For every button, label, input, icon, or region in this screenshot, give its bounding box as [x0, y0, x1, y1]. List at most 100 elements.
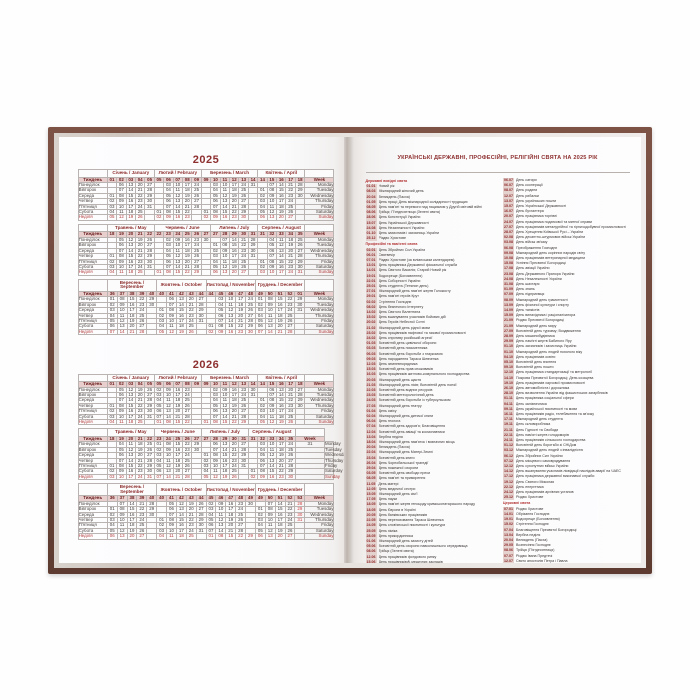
- holiday-name: Благовіщення Пресвятої Богородиці: [515, 527, 577, 532]
- holiday-name: День машинобудівника: [515, 333, 555, 338]
- corner-cell: [77, 169, 108, 178]
- day-cell: 08: [215, 533, 227, 540]
- day-cell: 26: [285, 418, 296, 426]
- day-cell: 20: [126, 533, 138, 540]
- holiday-entry: 27.09 Всесвітній день туризму; Воздвиженн…: [502, 328, 632, 334]
- holiday-date: 25.05: [365, 528, 377, 534]
- day-cell: 13: [264, 533, 276, 540]
- weekday-label-ua: Неділя: [77, 473, 108, 481]
- day-cell: 31: [294, 269, 306, 276]
- holiday-name: День слов'янської писемності і культури: [378, 523, 446, 528]
- holiday-entry: 13.09 День фізичної культури і спорту: [502, 302, 632, 308]
- weekday-label-en: Sunday: [323, 473, 340, 481]
- holiday-name: День науки: [378, 497, 398, 502]
- holiday-name: День студента (Тетянин день): [378, 283, 429, 288]
- holiday-date: 03.08: [502, 240, 514, 246]
- weekday-label-en: Sunday: [304, 533, 335, 540]
- day-cell: 18: [125, 269, 137, 276]
- day-cell: 14: [163, 473, 174, 481]
- holiday-entry: 12.03 День землевпорядника: [365, 362, 495, 368]
- title-divider: [365, 172, 630, 174]
- holiday-columns-host: Державні вихідні свята 01.01 Новий рік 08.0…: [365, 177, 633, 563]
- holiday-date: 23.02: [365, 330, 377, 336]
- day-cell: 27: [238, 269, 249, 276]
- holiday-entry: 14.01 Обрізання Господнє: [502, 511, 632, 518]
- holiday-name: День працівників水 медичних закладів: [378, 559, 443, 563]
- holiday-entry: 03.05 Всесвітній день свободи преси: [365, 471, 495, 477]
- day-cell: 17: [125, 473, 137, 481]
- holiday-date: 03.05: [365, 471, 377, 477]
- holiday-date: 14.02: [365, 309, 377, 316]
- holiday-name: Трійця (П'ятдесятниця): [515, 548, 555, 553]
- day-cell-empty: [294, 418, 306, 426]
- holiday-entry: 07.04 Всесвітній день здоров'я; Благовіще…: [365, 424, 495, 430]
- holiday-date: 23.08: [502, 271, 514, 277]
- holiday-date: 08.09: [502, 297, 514, 303]
- holiday-date: 14.10: [502, 375, 514, 381]
- calendar-table: Вересень / September Жовтень / October Лис…: [77, 483, 335, 540]
- holiday-entry: 15.02 День вшанування учасників бойових д…: [365, 315, 495, 321]
- month-header-row: Січень / January Лютий / February Березень…: [77, 169, 335, 178]
- day-cell: 21: [126, 328, 138, 336]
- day-cell: 23: [235, 328, 247, 336]
- holiday-date: 17.11: [502, 417, 514, 423]
- day-cell: 04: [106, 418, 118, 426]
- holiday-entry: 22.01 День Соборності України: [365, 278, 495, 284]
- holiday-date: 15.06: [365, 559, 377, 563]
- day-cell: 25: [134, 418, 146, 426]
- holiday-entry: 20.05 День банківських працівників: [365, 512, 495, 519]
- holiday-date: 22.03: [365, 388, 377, 394]
- day-cell-empty: [238, 473, 249, 481]
- holiday-entry: 20.03 Міжнародний день щастя: [365, 377, 495, 383]
- holiday-name: Великдень (Пасха): [378, 194, 410, 199]
- quarter-row: Січень / January Лютий / February Березень…: [77, 169, 335, 221]
- holiday-entry: 06.07 День кооперації: [502, 183, 632, 189]
- holiday-name: День працівників радіо, телебачення та з…: [515, 412, 595, 417]
- month-title-february: Лютий / February: [153, 169, 202, 178]
- day-cell: 06: [210, 269, 221, 276]
- holiday-entry: 24.03 Всесвітній день боротьби із туберку…: [365, 398, 495, 404]
- weekday-row-wednesday: Середа 07 14 21 28 04 11 18 25 04 11 18 25 01 08 15 22 29…: [77, 397, 335, 404]
- holiday-entry: 15.07 День Української Державності: [365, 220, 495, 226]
- holiday-date: 06.01: [365, 252, 377, 258]
- holiday-entry: 15.08 Успіння Пресвятої Богородиці: [502, 261, 632, 267]
- holiday-entry: 04.10 День працівників освіти: [502, 354, 632, 360]
- holiday-name: День родини: [515, 188, 538, 193]
- holiday-entry: 22.12 День енергетика: [502, 484, 632, 491]
- holiday-date: 08.05: [365, 476, 377, 482]
- holiday-entry: 01.03 Всесвітній день цивільної оборони: [365, 341, 495, 347]
- holiday-date: 19.12: [502, 479, 514, 485]
- holiday-entry: 06.03 Всесвітній день боротьби з глаукомо…: [365, 351, 495, 357]
- holiday-date: 24.05: [365, 523, 377, 529]
- holiday-entry: 14.02 День Святого Валентина: [365, 309, 495, 316]
- holiday-entry: 21.02 Міжнародний день рідної мови: [365, 325, 495, 331]
- holiday-name: День спротиву російській агресії: [378, 335, 433, 340]
- weekday-label-en: Sunday: [304, 269, 335, 276]
- holiday-name: Різдво Христове: [378, 236, 406, 241]
- holiday-section-heading: Церковні свята: [502, 501, 531, 506]
- holiday-entry: 15.06 День працівників水 медичних закладів: [365, 559, 495, 563]
- holiday-entry: 02.04 Міжнародний день дитячої книги: [365, 414, 495, 420]
- holiday-name: Всесвітній метеорологічний день: [378, 393, 434, 398]
- holiday-entry: 24.08 День Незалежності України: [365, 225, 495, 231]
- holiday-entry: 17.12 День працівника державної виконавчо…: [502, 474, 632, 480]
- holiday-date: 08.06: [365, 210, 377, 216]
- holiday-date: 12.06: [365, 554, 377, 560]
- holiday-entry: 06.04 День геолога: [365, 419, 495, 425]
- holiday-entry: 01.11 День працівника соціальної сфери: [502, 396, 632, 402]
- holiday-name: День Української Державності: [378, 220, 429, 225]
- holiday-name: День пам'яті жертв геноциду кримськотата…: [378, 502, 476, 507]
- weekday-label-ua: Неділя: [77, 533, 108, 540]
- holiday-name: Преображення Господнє: [515, 245, 558, 250]
- holiday-date: 02.02: [365, 299, 377, 305]
- holiday-date: 13.04: [502, 532, 514, 538]
- holiday-entry: 27.07 День працівників металургійної та г…: [502, 224, 632, 230]
- holiday-entry: 19.01 Водохреще (Богоявлення): [502, 517, 632, 523]
- holiday-date: 09.08: [502, 250, 514, 256]
- weekday-row-sunday: Неділя 06 13 20 27 04 11 18 25 01 08 15 22 29 06 13 20 27…: [77, 533, 335, 540]
- holiday-name: Всесвітній день туризму; Воздвиження: [515, 328, 581, 333]
- holiday-entry: 13.01 День працівника Державної фіскально…: [365, 263, 495, 269]
- holiday-date: 07.12: [502, 458, 514, 465]
- holiday-entry: 01.09 День знань: [502, 287, 632, 293]
